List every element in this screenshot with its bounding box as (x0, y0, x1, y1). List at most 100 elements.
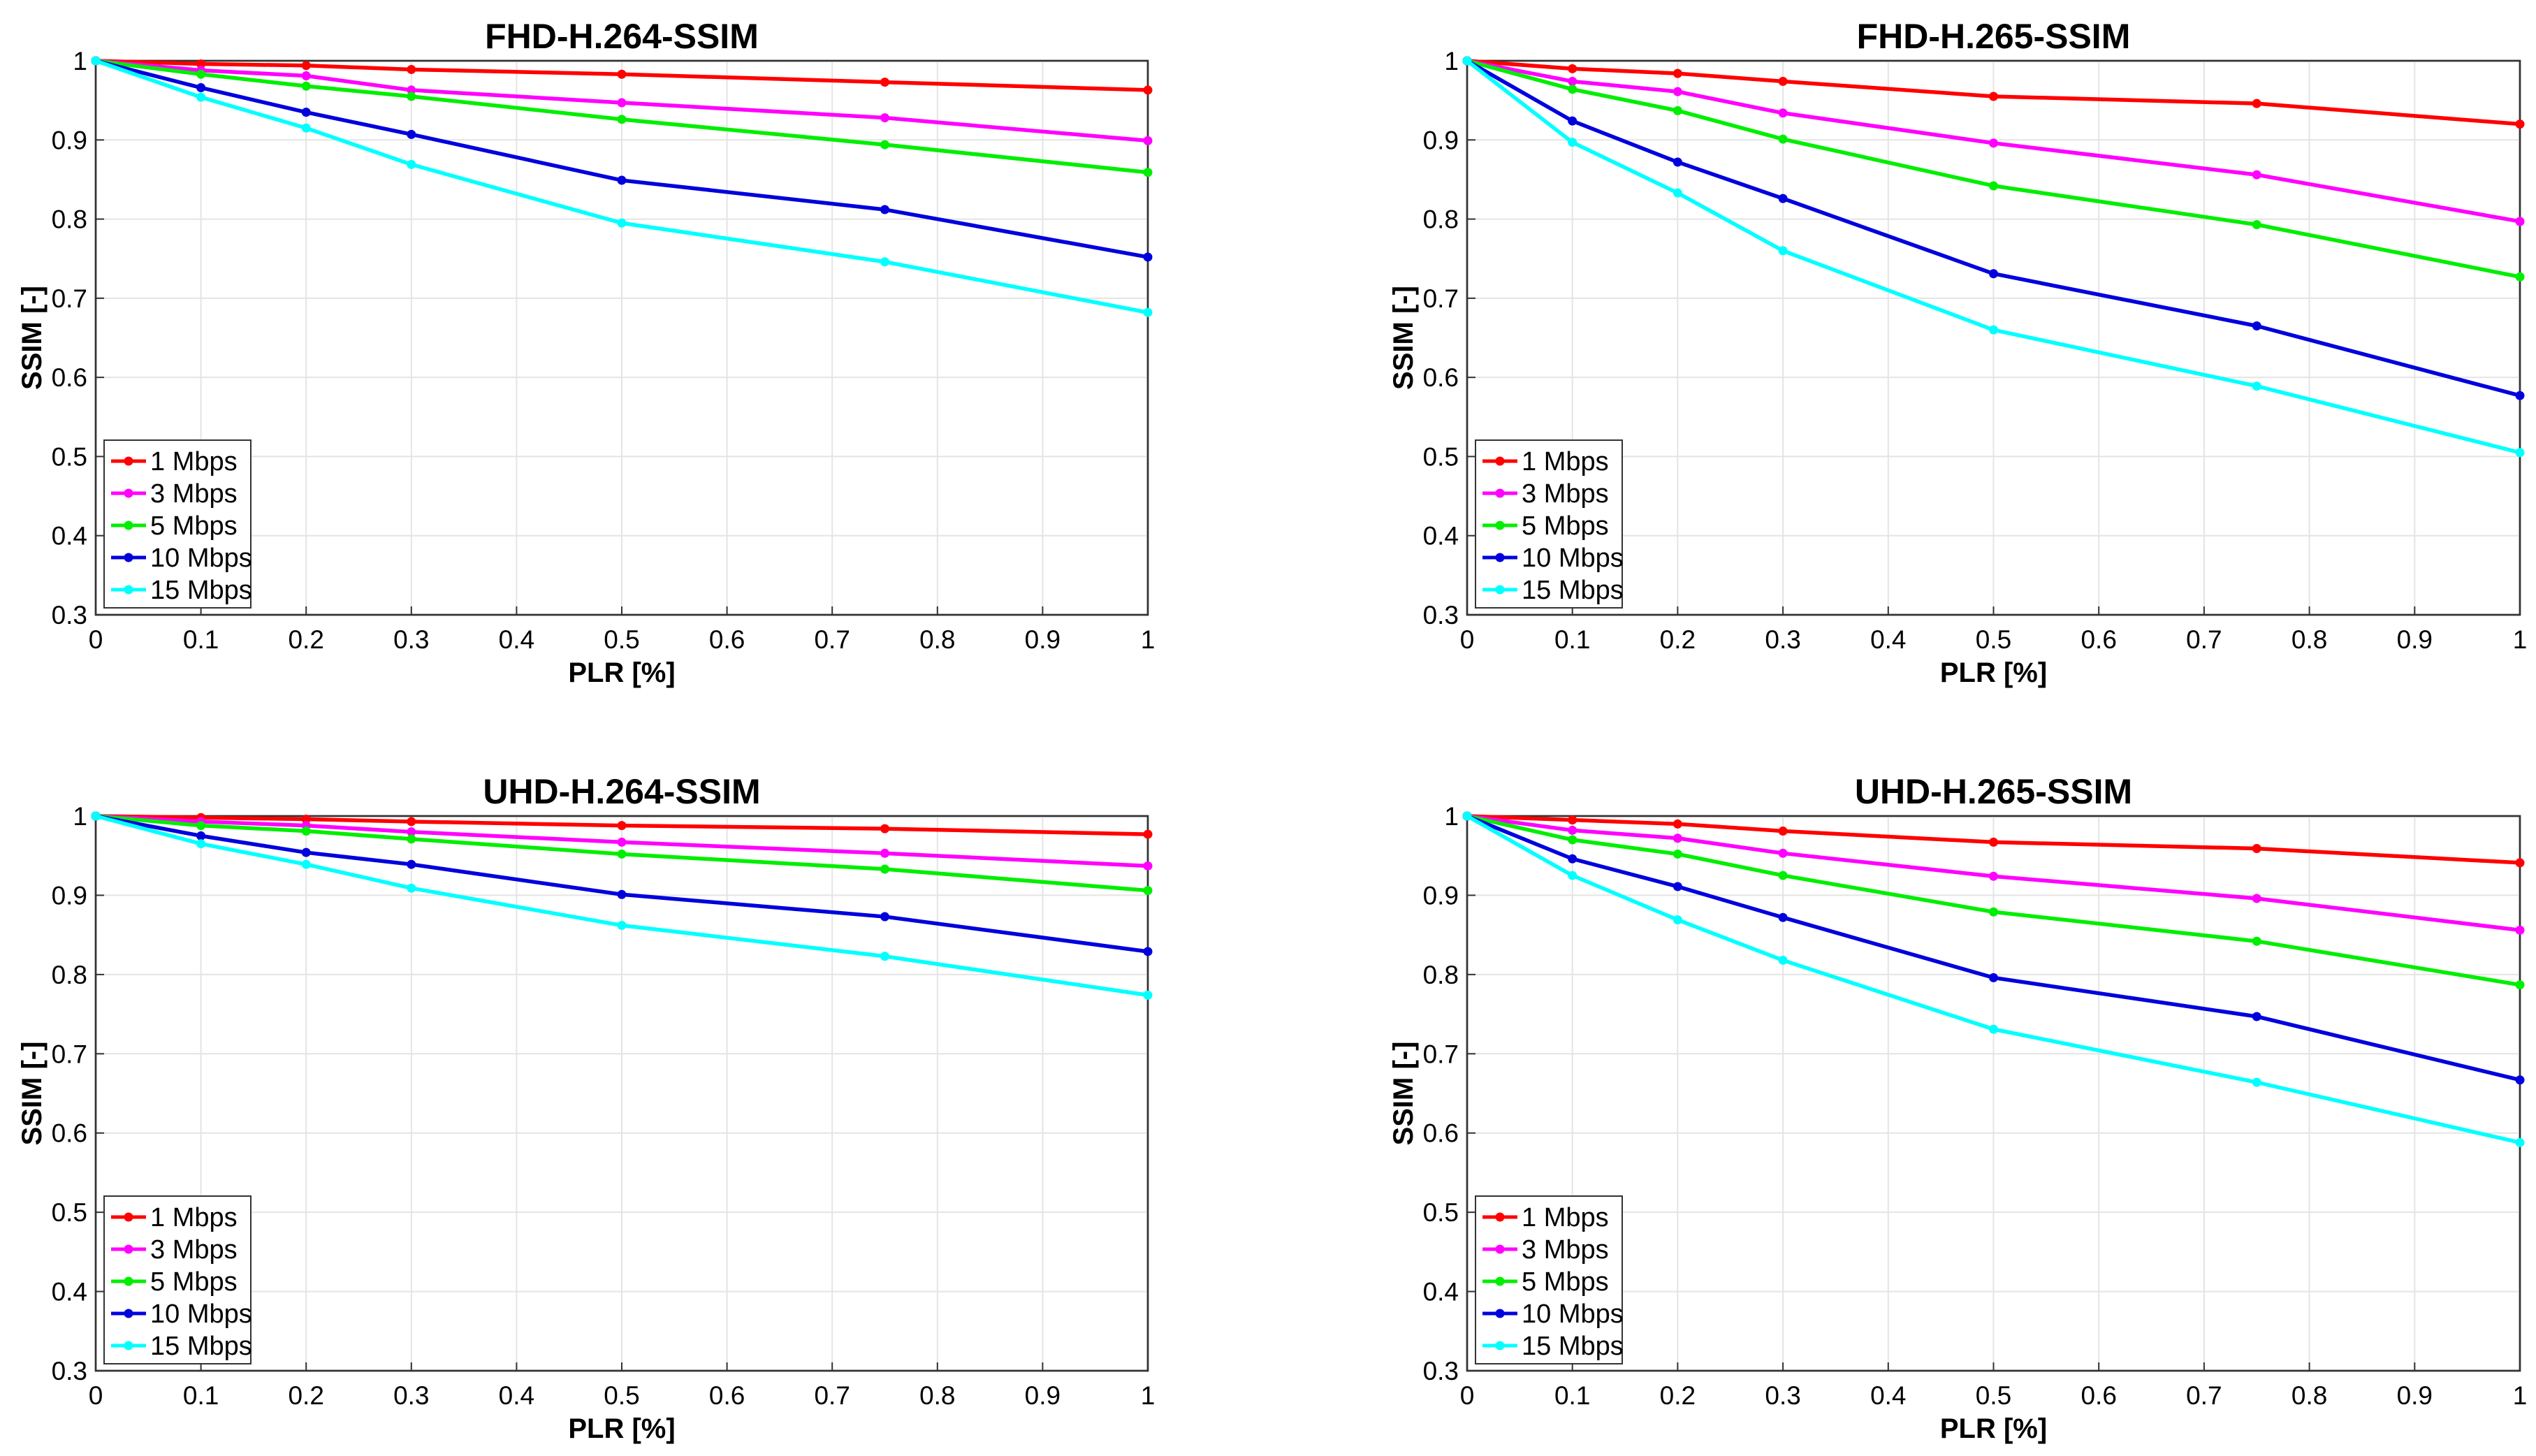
series-3-mbps (1462, 56, 2525, 226)
data-point (1568, 825, 1577, 835)
data-point (1673, 833, 1682, 843)
x-tick-label: 0.8 (2291, 1381, 2327, 1410)
data-point (2515, 980, 2525, 990)
legend-entry-label: 15 Mbps (150, 1332, 252, 1361)
data-point (1568, 835, 1577, 845)
x-tick-label: 0.5 (1976, 1381, 2011, 1410)
legend-entry-label: 1 Mbps (1522, 1203, 1609, 1232)
series-15-mbps (1462, 811, 2525, 1147)
x-tick-label: 0.8 (2291, 625, 2327, 654)
x-tick-label: 0.6 (2080, 625, 2116, 654)
data-point (1568, 116, 1577, 126)
data-point (407, 64, 416, 74)
x-tick-label: 0 (89, 625, 103, 654)
legend-entry-label: 1 Mbps (1522, 447, 1609, 476)
x-axis-label: PLR [%] (1940, 657, 2047, 688)
y-tick-label: 0.3 (52, 601, 87, 629)
y-tick-label: 0.5 (1423, 1198, 1459, 1227)
data-point (1143, 861, 1153, 871)
data-point (1143, 307, 1153, 317)
x-tick-label: 0.3 (393, 625, 429, 654)
x-tick-label: 0.9 (1025, 1381, 1061, 1410)
data-point (880, 78, 889, 87)
chart-title: UHD-H.265-SSIM (1855, 772, 2132, 811)
y-tick-label: 0.5 (52, 1198, 87, 1227)
y-tick-label: 0.8 (1423, 205, 1459, 234)
data-point (2515, 217, 2525, 226)
data-point (880, 140, 889, 150)
data-point (1989, 837, 1998, 847)
legend-swatch-marker (124, 553, 133, 562)
data-point (617, 821, 627, 831)
legend-swatch-marker (1495, 553, 1505, 562)
y-axis-label: SSIM [-] (17, 286, 48, 390)
data-point (880, 864, 889, 874)
legend-swatch-marker (124, 520, 133, 530)
data-point (1673, 68, 1682, 78)
data-point (1143, 85, 1153, 95)
series-5-mbps (91, 56, 1153, 177)
data-point (301, 859, 311, 869)
data-point (880, 952, 889, 961)
series-1-mbps (1462, 811, 2525, 868)
data-point (1568, 85, 1577, 94)
legend-entry-label: 5 Mbps (1522, 511, 1609, 541)
data-point (301, 71, 311, 81)
data-point (1989, 325, 1998, 335)
legend-swatch-marker (1495, 1244, 1505, 1254)
x-tick-label: 0.2 (1660, 1381, 1696, 1410)
legend-swatch-marker (124, 1212, 133, 1222)
data-point (1989, 92, 1998, 101)
legend-entry-label: 3 Mbps (1522, 479, 1609, 509)
y-tick-label: 1 (1444, 47, 1459, 75)
data-point (1568, 64, 1577, 73)
y-tick-label: 0.9 (52, 881, 87, 910)
legend-swatch-marker (1495, 456, 1505, 466)
data-point (301, 815, 311, 824)
x-tick-label: 0.3 (1765, 1381, 1800, 1410)
data-point (2515, 1075, 2525, 1085)
data-point (617, 849, 627, 859)
y-tick-label: 0.6 (52, 363, 87, 392)
data-point (2252, 170, 2261, 180)
legend-entry-label: 1 Mbps (150, 1203, 238, 1232)
data-point (880, 205, 889, 214)
y-tick-label: 0.3 (1423, 601, 1459, 629)
data-point (617, 69, 627, 79)
x-tick-label: 0.6 (709, 1381, 745, 1410)
y-tick-label: 1 (73, 47, 87, 75)
legend-swatch-marker (124, 1276, 133, 1286)
data-point (1673, 882, 1682, 891)
y-tick-label: 0.7 (1423, 284, 1459, 313)
x-tick-label: 0.2 (1660, 625, 1696, 654)
chart-title: FHD-H.264-SSIM (485, 17, 759, 56)
data-point (1778, 134, 1788, 144)
data-point (2515, 858, 2525, 868)
x-tick-label: 0.1 (183, 625, 219, 654)
data-point (407, 92, 416, 101)
y-tick-label: 0.5 (52, 442, 87, 471)
legend-swatch-marker (124, 1341, 133, 1351)
data-point (2252, 321, 2261, 331)
data-point (2515, 119, 2525, 129)
y-tick-label: 0.3 (1423, 1357, 1459, 1385)
data-point (617, 889, 627, 899)
x-tick-label: 0.3 (1765, 625, 1800, 654)
data-point (1989, 1024, 1998, 1034)
data-point (1989, 871, 1998, 881)
legend-swatch-marker (124, 1244, 133, 1254)
data-point (196, 839, 206, 849)
data-point (1673, 849, 1682, 859)
x-tick-label: 0.4 (499, 1381, 534, 1410)
data-point (2515, 925, 2525, 935)
legend-swatch-marker (1495, 585, 1505, 595)
x-tick-label: 0.2 (288, 1381, 323, 1410)
legend-swatch-marker (1495, 520, 1505, 530)
data-point (1673, 915, 1682, 925)
y-tick-label: 0.8 (1423, 961, 1459, 989)
y-tick-label: 1 (73, 802, 87, 831)
legend-swatch-marker (124, 456, 133, 466)
legend-entry-label: 3 Mbps (150, 1235, 238, 1265)
data-point (1673, 819, 1682, 829)
data-point (617, 837, 627, 847)
